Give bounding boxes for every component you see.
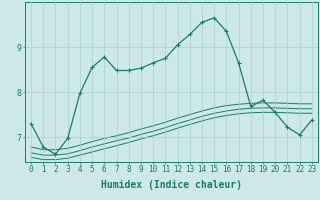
X-axis label: Humidex (Indice chaleur): Humidex (Indice chaleur) xyxy=(101,180,242,190)
